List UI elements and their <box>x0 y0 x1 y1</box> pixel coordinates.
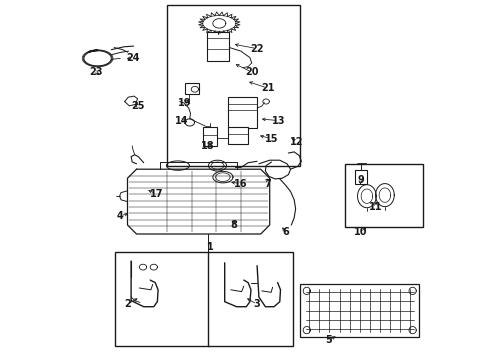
Text: 6: 6 <box>282 227 289 237</box>
Bar <box>115 252 208 346</box>
Text: 8: 8 <box>230 220 237 230</box>
Text: 17: 17 <box>149 189 163 199</box>
Text: 15: 15 <box>264 134 278 144</box>
Bar <box>208 252 292 346</box>
Bar <box>185 83 199 94</box>
Text: 25: 25 <box>131 101 145 111</box>
Text: 12: 12 <box>289 137 303 147</box>
Text: 9: 9 <box>356 175 363 185</box>
Text: 3: 3 <box>253 299 260 309</box>
Text: 13: 13 <box>271 116 285 126</box>
Bar <box>206 32 229 61</box>
Text: 24: 24 <box>126 53 140 63</box>
Text: 11: 11 <box>368 202 382 212</box>
Text: 20: 20 <box>244 67 258 77</box>
Text: 4: 4 <box>117 211 123 221</box>
Text: 7: 7 <box>264 179 271 189</box>
Bar <box>300 284 418 337</box>
Text: 5: 5 <box>325 335 332 345</box>
Text: 18: 18 <box>201 141 214 151</box>
Text: 21: 21 <box>261 83 274 93</box>
Text: 23: 23 <box>89 67 102 77</box>
Text: 19: 19 <box>177 98 191 108</box>
Bar <box>228 127 247 144</box>
Bar <box>345 164 422 227</box>
Text: 2: 2 <box>124 299 131 309</box>
Text: 16: 16 <box>234 179 247 189</box>
Bar <box>167 5 300 166</box>
Text: 10: 10 <box>353 227 366 237</box>
Text: 22: 22 <box>250 44 264 54</box>
Bar <box>355 170 366 184</box>
Text: 14: 14 <box>174 116 188 126</box>
Bar <box>228 97 257 128</box>
Bar <box>203 127 217 146</box>
Text: 1: 1 <box>206 242 213 252</box>
